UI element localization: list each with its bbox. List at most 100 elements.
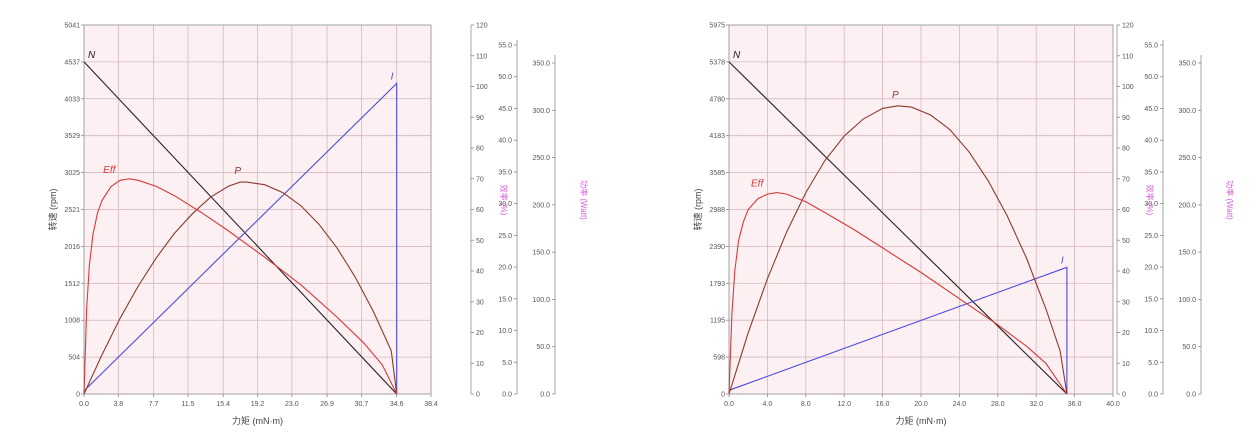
x-tick-label: 8.0: [801, 401, 811, 408]
y3-tick-label: 50.0: [1144, 74, 1158, 81]
y4-tick-label: 150.0: [532, 250, 550, 257]
y-tick-label: 5378: [709, 59, 725, 66]
y-tick-label: 0: [721, 392, 725, 399]
x-tick-label: 12.0: [837, 401, 851, 408]
y2-tick-label: 30: [476, 299, 484, 306]
efficiency-axis-title: 效率 (%): [499, 185, 509, 216]
y4-tick-label: 50.0: [1182, 344, 1196, 351]
x-tick-label: 40.0: [1106, 401, 1120, 408]
y3-tick-label: 25.0: [498, 233, 512, 240]
series-line-n: [728, 61, 1068, 395]
y4-tick-label: 250.0: [1178, 155, 1196, 162]
series-line-p: [728, 105, 1068, 395]
y-tick-label: 4780: [709, 96, 725, 103]
series-label-p: P: [234, 166, 241, 177]
y2-tick-label: 70: [1122, 176, 1130, 183]
y-tick-label: 2390: [709, 244, 725, 251]
series-line-eff: [728, 192, 1068, 395]
y3-tick-label: 25.0: [1144, 233, 1158, 240]
y2-tick-label: 40: [476, 269, 484, 276]
x-tick-label: 34.6: [390, 401, 404, 408]
y-tick-label: 1195: [710, 318, 725, 325]
x-axis-title: 力矩 (mN·m): [896, 415, 947, 426]
y-tick-label: 3529: [64, 133, 80, 140]
y2-tick-label: 0: [476, 392, 480, 399]
y3-tick-label: 5.0: [1148, 360, 1158, 367]
y4-tick-label: 350.0: [1178, 61, 1196, 68]
series-label-eff: Eff: [751, 179, 764, 190]
y3-tick-label: 55.0: [498, 43, 512, 50]
y2-tick-label: 120: [1122, 23, 1134, 30]
y2-tick-label: 50: [1122, 238, 1130, 245]
x-tick-label: 38.4: [424, 401, 438, 408]
series-line-i: [728, 266, 1068, 394]
y4-tick-label: 0.0: [1186, 392, 1196, 399]
y-tick-label: 0: [76, 392, 80, 399]
y3-tick-label: 10.0: [1144, 328, 1158, 335]
y-tick-label: 4033: [64, 96, 80, 103]
y-tick-label: 5975: [709, 23, 725, 30]
power-axis-title: 功率 (Watt): [1225, 180, 1235, 220]
y2-tick-label: 80: [1122, 146, 1130, 153]
x-tick-label: 11.5: [181, 401, 194, 408]
x-tick-label: 4.0: [763, 401, 773, 408]
y3-tick-label: 0.0: [502, 392, 512, 399]
series-label-n: N: [733, 50, 741, 61]
series-line-eff: [83, 178, 398, 395]
y2-tick-label: 0: [1122, 392, 1126, 399]
y2-tick-label: 10: [1122, 361, 1130, 368]
y3-tick-label: 20.0: [498, 265, 512, 272]
y2-tick-label: 90: [1122, 115, 1130, 122]
y2-tick-label: 100: [1122, 84, 1134, 91]
y2-tick-label: 50: [476, 238, 484, 245]
power-axis-title: 功率 (Watt): [579, 180, 589, 220]
plot-frame: [728, 24, 1114, 395]
y3-tick-label: 0.0: [1148, 392, 1158, 399]
x-tick-label: 19.2: [251, 401, 265, 408]
y2-tick-label: 120: [476, 23, 488, 30]
y-tick-label: 504: [68, 355, 80, 362]
series-line-n: [83, 61, 398, 395]
series-label-eff: Eff: [103, 165, 116, 176]
y4-tick-label: 300.0: [1178, 108, 1196, 115]
y-tick-label: 3585: [709, 170, 725, 177]
y4-tick-label: 50.0: [536, 344, 550, 351]
x-tick-label: 24.0: [953, 401, 967, 408]
x-tick-label: 30.7: [355, 401, 369, 408]
series-label-i: I: [391, 71, 394, 82]
x-axis-title: 力矩 (mN·m): [232, 415, 283, 426]
y-tick-label: 3025: [64, 170, 80, 177]
y3-tick-label: 40.0: [498, 138, 512, 145]
y-tick-label: 1793: [709, 281, 725, 288]
y4-tick-label: 100.0: [1178, 297, 1196, 304]
motor-chart-left: 0.0 3.8 7.7 11.5 15.4 19.2 23.0 26.9 30.7 34.6 38.…: [47, 23, 589, 427]
y-tick-label: 4183: [709, 133, 725, 140]
x-tick-label: 7.7: [149, 401, 159, 408]
y4-tick-label: 100.0: [532, 297, 550, 304]
y2-tick-label: 10: [476, 361, 484, 368]
x-tick-label: 28.0: [991, 401, 1005, 408]
x-tick-label: 0.0: [724, 401, 734, 408]
x-tick-label: 0.0: [79, 401, 89, 408]
y3-tick-label: 15.0: [1144, 296, 1158, 303]
y4-tick-label: 150.0: [1178, 250, 1196, 257]
series-label-n: N: [88, 50, 96, 61]
y4-tick-label: 250.0: [532, 155, 550, 162]
y-tick-label: 2016: [64, 244, 80, 251]
y4-tick-label: 0.0: [540, 392, 550, 399]
y3-tick-label: 20.0: [1144, 265, 1158, 272]
y2-tick-label: 90: [476, 115, 484, 122]
y2-tick-label: 30: [1122, 299, 1130, 306]
y3-tick-label: 35.0: [1144, 169, 1158, 176]
y-tick-label: 598: [713, 355, 725, 362]
y3-tick-label: 55.0: [1144, 43, 1158, 50]
y-tick-label: 4537: [64, 59, 80, 66]
y2-tick-label: 70: [476, 176, 484, 183]
y-tick-label: 1008: [64, 318, 80, 325]
y4-tick-label: 200.0: [532, 202, 550, 209]
y-tick-label: 2521: [64, 207, 80, 214]
x-tick-label: 16.0: [876, 401, 890, 408]
motor-chart-right: 0.0 4.0 8.0 12.0 16.0 20.0 24.0 28.0 32.0 36.0 40.…: [692, 23, 1235, 427]
y-axis-title: 转速 (rpm): [47, 189, 58, 231]
